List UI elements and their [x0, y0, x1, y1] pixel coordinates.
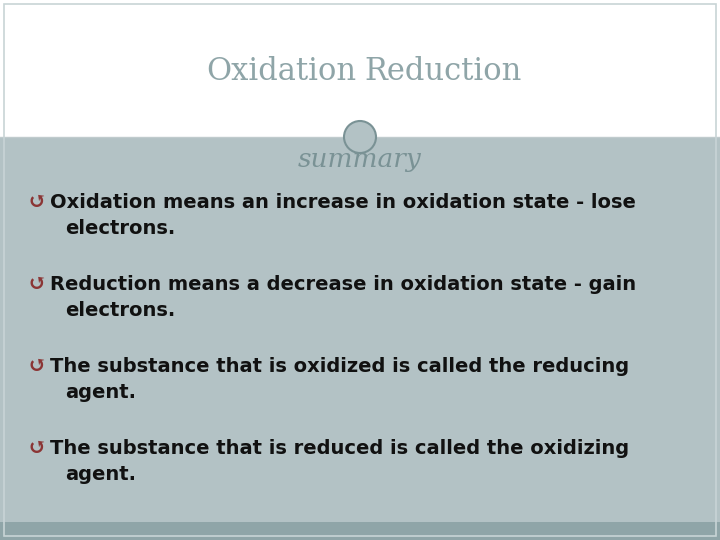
Text: ↺: ↺ — [28, 191, 47, 213]
Text: agent.: agent. — [65, 464, 136, 483]
Circle shape — [344, 121, 376, 153]
Text: The substance that is oxidized is called the reducing: The substance that is oxidized is called… — [50, 356, 629, 375]
Bar — [0, 522, 720, 540]
Text: electrons.: electrons. — [65, 219, 175, 238]
Text: The substance that is reduced is called the oxidizing: The substance that is reduced is called … — [50, 438, 629, 457]
Bar — [0, 137, 720, 540]
Text: Oxidation means an increase in oxidation state - lose: Oxidation means an increase in oxidation… — [50, 192, 636, 212]
Text: ↺: ↺ — [28, 355, 47, 377]
Text: Oxidation: Oxidation — [206, 57, 356, 87]
Text: Reduction: Reduction — [364, 57, 521, 87]
Text: ↺: ↺ — [28, 273, 47, 295]
Text: summary: summary — [298, 146, 422, 172]
Text: Reduction means a decrease in oxidation state - gain: Reduction means a decrease in oxidation … — [50, 274, 636, 294]
Text: ↺: ↺ — [28, 437, 47, 459]
Text: electrons.: electrons. — [65, 300, 175, 320]
Text: agent.: agent. — [65, 382, 136, 402]
